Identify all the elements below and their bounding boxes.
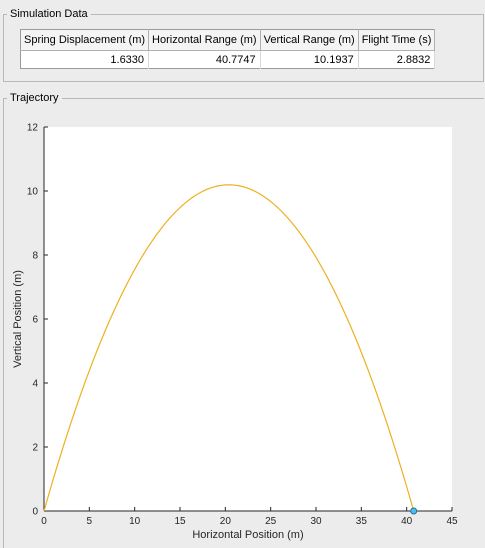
y-tick-label: 0 xyxy=(32,507,38,518)
x-tick-label: 45 xyxy=(446,516,458,527)
y-tick-label: 6 xyxy=(32,315,38,326)
simulation-data-table[interactable]: Spring Displacement (m) Horizontal Range… xyxy=(20,29,436,69)
x-tick-label: 15 xyxy=(174,516,186,527)
header-flight-time[interactable]: Flight Time (s) xyxy=(358,29,436,51)
x-tick-label: 35 xyxy=(356,516,368,527)
x-tick-label: 0 xyxy=(41,516,47,527)
cell-vertical-range[interactable]: 10.1937 xyxy=(260,50,359,69)
y-tick-label: 4 xyxy=(32,379,38,390)
y-tick-label: 2 xyxy=(32,443,38,454)
trajectory-line[interactable] xyxy=(43,184,415,512)
x-tick-label: 40 xyxy=(401,516,413,527)
table-row[interactable]: 1.6330 40.7747 10.1937 2.8832 xyxy=(20,50,436,69)
header-spring-displacement[interactable]: Spring Displacement (m) xyxy=(20,29,150,51)
x-tick-label: 5 xyxy=(87,516,93,527)
table-header-row: Spring Displacement (m) Horizontal Range… xyxy=(20,29,436,51)
x-tick-label: 20 xyxy=(220,516,232,527)
cell-flight-time[interactable]: 2.8832 xyxy=(358,50,436,69)
simulation-data-title: Simulation Data xyxy=(7,7,91,21)
cell-spring-displacement[interactable]: 1.6330 xyxy=(20,50,150,69)
x-tick-label: 25 xyxy=(265,516,277,527)
trajectory-title: Trajectory xyxy=(7,91,62,105)
y-tick-label: 8 xyxy=(32,251,38,262)
plot-area[interactable] xyxy=(44,127,452,511)
header-vertical-range[interactable]: Vertical Range (m) xyxy=(260,29,359,51)
y-axis-label: Vertical Position (m) xyxy=(12,270,24,368)
x-tick-label: 30 xyxy=(310,516,322,527)
trajectory-panel: Trajectory xyxy=(3,91,484,548)
header-horizontal-range[interactable]: Horizontal Range (m) xyxy=(148,29,261,51)
x-tick-label: 10 xyxy=(129,516,141,527)
cell-horizontal-range[interactable]: 40.7747 xyxy=(148,50,261,69)
x-axis-label: Horizontal Position (m) xyxy=(192,529,303,541)
simulation-data-panel: Simulation Data Spring Displacement (m) … xyxy=(3,7,484,82)
y-tick-label: 10 xyxy=(27,187,39,198)
y-tick-label: 12 xyxy=(27,123,39,134)
landing-point-marker[interactable] xyxy=(410,507,418,515)
